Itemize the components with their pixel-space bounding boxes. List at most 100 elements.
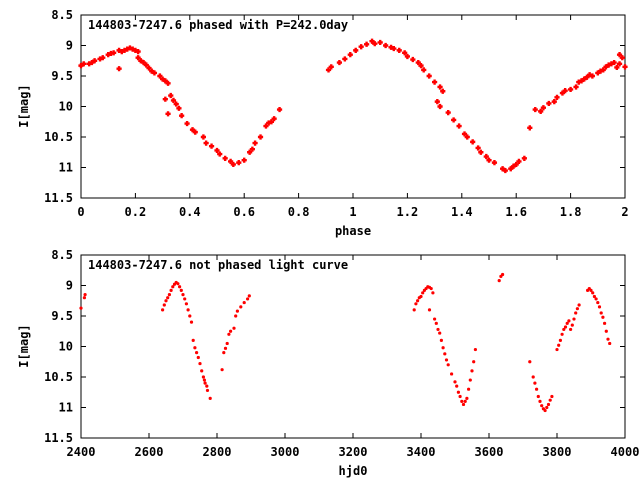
data-point [161, 308, 165, 312]
data-point [550, 394, 554, 399]
x-tick-label: 0 [77, 205, 84, 219]
x-axis-label: hjd0 [339, 464, 368, 478]
data-point [450, 372, 454, 376]
data-point [595, 70, 601, 76]
data-point [124, 46, 130, 52]
data-point [176, 282, 180, 286]
data-point [135, 49, 141, 55]
data-point [603, 64, 609, 70]
data-point [146, 65, 152, 71]
data-point [416, 299, 420, 303]
data-point [247, 149, 253, 155]
y-tick-label: 10.5 [44, 370, 73, 384]
x-tick-label: 0.8 [288, 205, 310, 219]
data-point [508, 166, 514, 172]
data-point [467, 387, 471, 391]
data-point [377, 39, 383, 46]
x-tick-label: 1.6 [505, 205, 527, 219]
data-point [501, 272, 505, 277]
data-point [383, 42, 389, 49]
data-point [453, 380, 457, 384]
data-point [611, 59, 617, 66]
x-tick-label: 2600 [135, 445, 164, 459]
data-point [597, 305, 602, 309]
data-point [132, 47, 138, 53]
data-point [592, 294, 597, 299]
x-tick-label: 3200 [339, 445, 368, 459]
data-point [404, 53, 410, 60]
data-point [461, 402, 466, 407]
data-point [587, 72, 593, 78]
data-point [205, 388, 210, 393]
data-point [584, 74, 590, 80]
data-point [528, 360, 532, 364]
data-point [228, 158, 234, 164]
y-tick-label: 8.5 [51, 248, 73, 262]
data-point [589, 288, 593, 292]
data-point [157, 73, 163, 79]
data-point [249, 146, 255, 152]
data-point [557, 343, 561, 347]
x-tick-label: 3800 [543, 445, 572, 459]
data-point [527, 125, 533, 131]
data-point [135, 55, 141, 61]
data-point [491, 160, 498, 166]
data-point [616, 52, 623, 58]
data-point [594, 297, 598, 301]
data-point [198, 361, 202, 366]
x-axis-label: phase [335, 224, 371, 238]
data-point [257, 134, 264, 140]
data-point [538, 399, 542, 403]
data-point [111, 50, 117, 56]
data-point [410, 56, 416, 63]
data-point [472, 360, 476, 364]
data-point [276, 106, 283, 113]
data-point [183, 297, 187, 301]
data-point [540, 105, 547, 111]
data-point [208, 396, 212, 400]
data-point [616, 61, 623, 67]
data-point [388, 44, 394, 50]
data-point [548, 398, 552, 402]
data-point [364, 41, 370, 47]
data-point [473, 347, 477, 352]
data-point [105, 52, 111, 58]
plot-frame [80, 254, 626, 439]
chart-title: 144803-7247.6 not phased light curve [88, 258, 348, 272]
data-point [412, 308, 416, 312]
y-axis-ticks: 8.5 9 9.5 10 10.5 11 11.5 [44, 248, 625, 445]
data-point [353, 47, 359, 53]
y-tick-label: 9.5 [51, 309, 73, 323]
y-tick-label: 11 [59, 401, 73, 415]
data-point [576, 79, 582, 85]
data-point [234, 314, 238, 318]
data-point [573, 84, 579, 90]
data-point [596, 300, 600, 305]
data-point [369, 38, 375, 44]
data-point [195, 351, 199, 355]
data-point [446, 363, 450, 367]
phased-light-curve-panel: 0 0.2 0.4 0.6 0.8 1 1.2 1.4 1.6 1.8 2 8.5 9 9.5 10 10.… [17, 8, 629, 238]
y-axis-label: I[mag] [17, 324, 31, 367]
data-point [546, 402, 551, 407]
data-point [167, 293, 171, 297]
data-point [143, 62, 149, 68]
data-point [461, 131, 468, 137]
data-point [81, 61, 87, 67]
data-point [565, 321, 569, 325]
data-point [456, 390, 460, 394]
data-point [214, 147, 220, 154]
data-point [559, 90, 566, 96]
data-point [241, 157, 247, 163]
data-point [437, 84, 443, 90]
data-point [189, 320, 194, 324]
data-point [358, 44, 364, 50]
x-tick-label: 0.6 [233, 205, 255, 219]
data-point [591, 291, 595, 295]
data-point [162, 78, 168, 84]
data-point [342, 56, 348, 62]
data-point [599, 311, 603, 315]
data-point [535, 387, 539, 391]
data-point [181, 293, 185, 297]
data-point [191, 338, 195, 342]
